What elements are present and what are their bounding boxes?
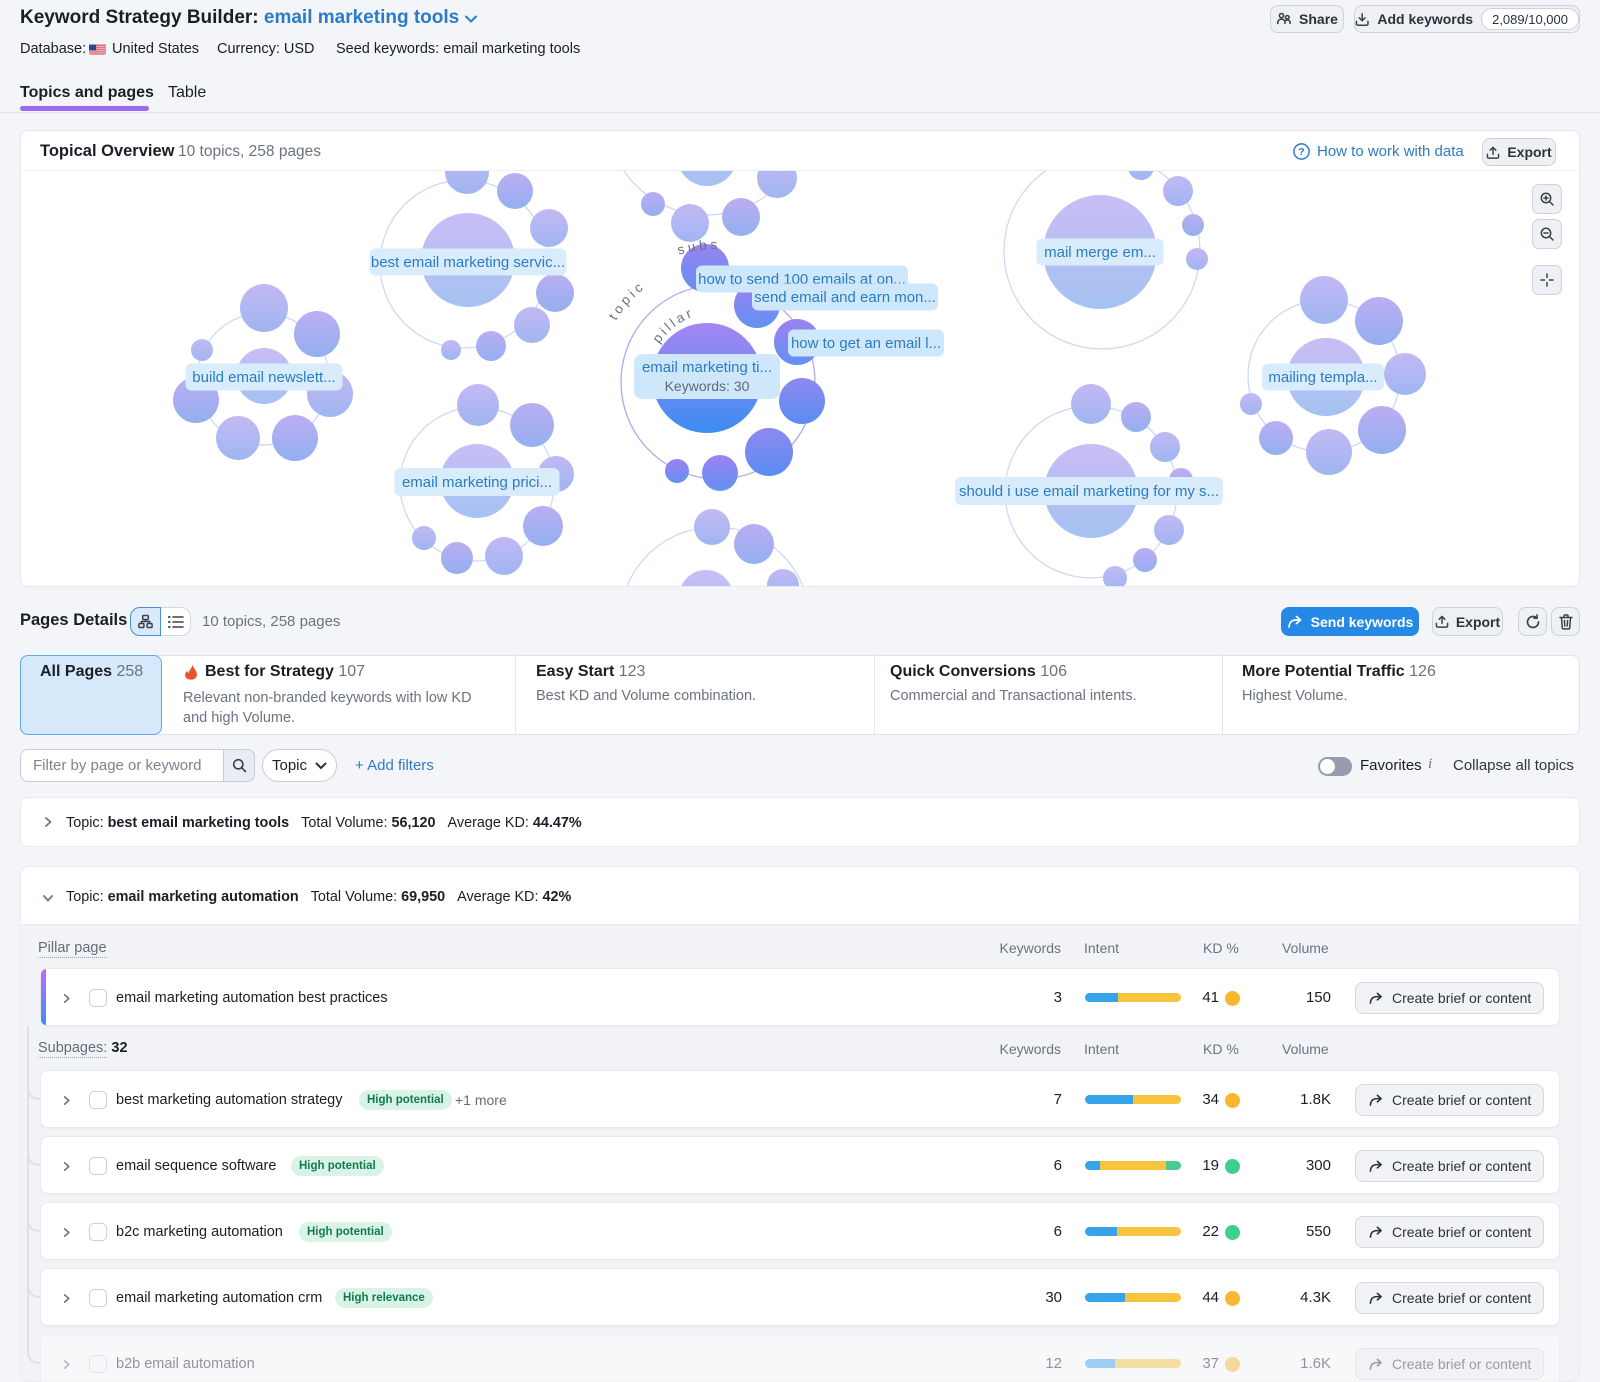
svg-text:mailing templa...: mailing templa... xyxy=(1268,369,1377,386)
svg-text:mail merge em...: mail merge em... xyxy=(1044,244,1156,261)
svg-text:topic: topic xyxy=(606,278,649,323)
svg-text:how to get an email l...: how to get an email l... xyxy=(791,335,941,352)
svg-text:email marketing prici...: email marketing prici... xyxy=(402,474,552,491)
svg-text:Keywords: 30: Keywords: 30 xyxy=(665,378,750,394)
svg-text:best email marketing servic...: best email marketing servic... xyxy=(371,254,565,271)
svg-text:?: ? xyxy=(1298,146,1304,158)
svg-text:send email and earn mon...: send email and earn mon... xyxy=(754,289,936,306)
svg-text:build email newslett...: build email newslett... xyxy=(192,369,335,386)
svg-text:email marketing ti...: email marketing ti... xyxy=(642,359,772,376)
svg-text:should i use email marketing f: should i use email marketing for my s... xyxy=(959,483,1219,500)
